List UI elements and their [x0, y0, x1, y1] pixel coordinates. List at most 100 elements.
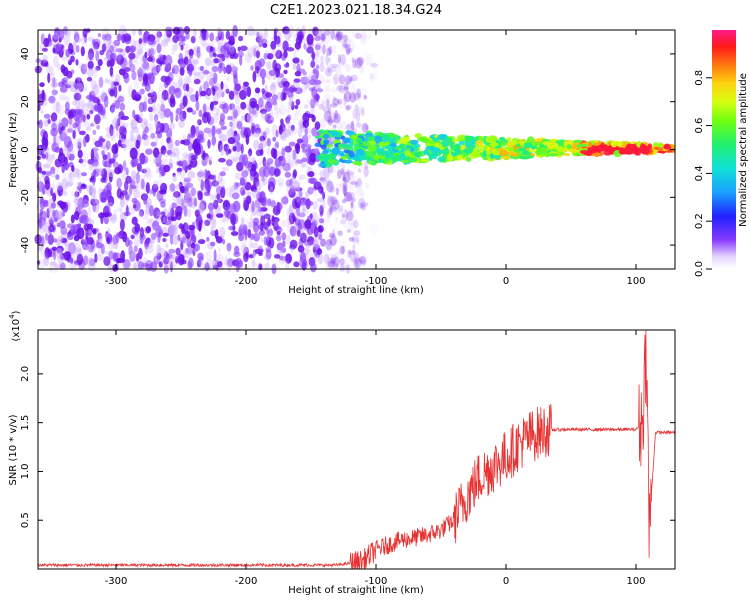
noise-blob — [231, 192, 240, 200]
noise-blob — [307, 113, 315, 118]
noise-blob — [56, 222, 60, 228]
noise-blob — [331, 111, 335, 115]
noise-blob — [65, 101, 70, 111]
noise-blob — [230, 213, 236, 226]
noise-blob — [262, 156, 267, 168]
noise-blob — [300, 208, 309, 214]
noise-blob — [338, 181, 345, 188]
noise-blob — [93, 68, 98, 78]
noise-blob — [288, 188, 296, 198]
noise-blob — [295, 98, 301, 106]
noise-blob — [266, 147, 271, 155]
noise-blob — [169, 140, 174, 153]
noise-blob — [144, 51, 148, 59]
noise-blob — [63, 34, 71, 47]
noise-blob — [53, 248, 57, 261]
noise-blob — [290, 247, 295, 254]
noise-blob — [133, 245, 138, 253]
noise-blob — [312, 214, 321, 225]
noise-blob — [186, 107, 193, 113]
noise-blob — [89, 122, 95, 127]
noise-blob — [258, 158, 263, 167]
noise-blob — [356, 179, 363, 191]
x-tick-label: -200 — [235, 276, 258, 287]
noise-blob — [333, 113, 341, 124]
noise-blob — [259, 176, 266, 188]
noise-blob — [338, 162, 346, 173]
noise-blob — [347, 208, 353, 218]
noise-blob — [310, 60, 316, 68]
noise-blob — [270, 200, 276, 208]
noise-blob — [131, 181, 139, 192]
noise-blob — [257, 206, 263, 213]
noise-blob — [262, 177, 268, 186]
noise-blob — [335, 113, 342, 123]
noise-blob — [79, 87, 88, 93]
noise-blob — [70, 191, 76, 197]
signal-blob — [465, 136, 472, 143]
noise-blob — [309, 152, 317, 163]
noise-blob — [67, 180, 74, 187]
noise-blob — [292, 149, 297, 161]
signal-blob — [410, 139, 419, 145]
noise-blob — [266, 115, 275, 124]
noise-blob — [300, 155, 307, 168]
noise-blob — [343, 184, 347, 197]
noise-blob — [156, 131, 163, 139]
noise-blob — [272, 100, 278, 106]
noise-blob — [169, 224, 176, 235]
noise-blob — [148, 217, 153, 224]
noise-blob — [297, 245, 305, 253]
noise-blob — [110, 262, 113, 274]
noise-blob — [338, 74, 346, 85]
noise-blob — [48, 224, 55, 232]
noise-blob — [358, 197, 366, 210]
noise-blob — [186, 91, 190, 97]
noise-blob — [203, 127, 212, 134]
noise-blob — [78, 118, 82, 128]
noise-blob — [61, 212, 65, 217]
noise-blob — [318, 103, 324, 110]
noise-blob — [252, 189, 258, 199]
noise-blob — [244, 229, 248, 241]
noise-blob — [274, 35, 281, 45]
noise-blob — [70, 214, 75, 224]
noise-blob — [50, 187, 54, 196]
noise-blob — [94, 114, 101, 125]
noise-blob — [354, 239, 361, 246]
noise-blob — [139, 88, 145, 95]
noise-blob — [262, 43, 268, 48]
noise-blob — [289, 179, 298, 185]
noise-blob — [221, 166, 229, 172]
noise-blob — [337, 31, 343, 43]
noise-blob — [266, 253, 270, 265]
noise-blob — [347, 219, 355, 225]
noise-blob — [67, 128, 73, 133]
noise-blob — [243, 81, 249, 87]
signal-blob — [610, 140, 618, 148]
y-tick-label: -20 — [20, 189, 31, 205]
noise-blob — [137, 43, 144, 56]
noise-blob — [266, 137, 271, 147]
noise-blob — [286, 183, 291, 188]
noise-blob — [52, 209, 56, 219]
noise-blob — [252, 130, 259, 138]
noise-blob — [87, 244, 93, 253]
noise-blob — [156, 210, 161, 217]
noise-blob — [43, 37, 49, 48]
noise-blob — [81, 103, 90, 111]
noise-blob — [140, 209, 147, 221]
noise-blob — [221, 185, 226, 195]
noise-blob — [124, 67, 131, 72]
noise-blob — [145, 182, 150, 194]
noise-blob — [238, 233, 245, 242]
noise-blob — [190, 35, 196, 44]
noise-blob — [206, 75, 211, 85]
noise-blob — [176, 170, 182, 176]
noise-blob — [143, 167, 151, 178]
noise-blob — [183, 199, 191, 207]
noise-blob — [260, 215, 266, 226]
noise-blob — [179, 110, 187, 122]
noise-blob — [345, 63, 352, 73]
noise-blob — [220, 125, 227, 130]
